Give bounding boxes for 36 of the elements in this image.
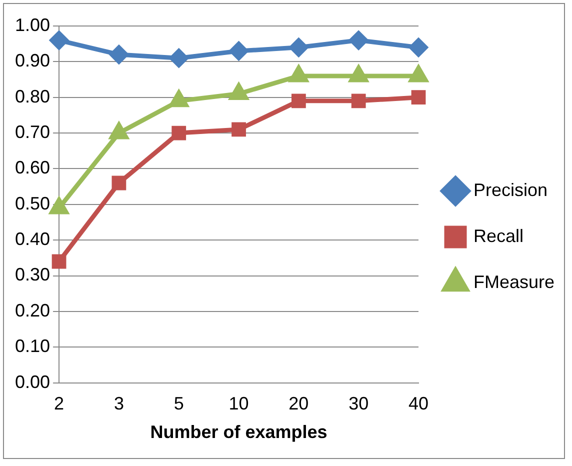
point (409, 38, 428, 57)
x-tick-label: 30 (348, 394, 369, 414)
y-tick-label: 0.10 (14, 336, 50, 356)
x-tick-label: 40 (408, 394, 429, 414)
y-tick-label: 0.30 (14, 264, 50, 285)
x-tick-label: 5 (174, 394, 184, 414)
point (291, 94, 306, 108)
y-tick-label: 0.90 (14, 50, 50, 71)
y-tick-label: 0.70 (14, 122, 50, 142)
y-tick-label: 0.80 (14, 86, 50, 106)
x-tick-label: 3 (114, 394, 124, 414)
y-tick-label: 1.00 (14, 14, 50, 35)
point (50, 31, 68, 50)
point (52, 254, 66, 269)
y-tick-label: 0.00 (14, 372, 50, 392)
point (232, 122, 246, 137)
y-tick-label: 0.60 (14, 158, 50, 178)
y-tick-label: 0.40 (14, 229, 50, 250)
y-tick-label: 0.20 (14, 300, 50, 320)
x-axis-title: Number of examples (150, 422, 328, 442)
point (110, 45, 128, 64)
x-tick-label: 2 (54, 394, 64, 414)
x-tick-label: 10 (228, 394, 249, 414)
point (411, 90, 426, 105)
point (349, 31, 368, 50)
point (351, 94, 366, 108)
legend-label: FMeasure (474, 272, 555, 292)
y-tick-label: 0.50 (14, 193, 50, 214)
point (230, 42, 248, 60)
legend-label: Recall (474, 226, 524, 246)
point (170, 48, 188, 68)
point (289, 38, 308, 57)
x-tick-label: 20 (288, 394, 309, 414)
point (112, 176, 126, 190)
point (172, 126, 186, 140)
legend-label: Precision (474, 180, 548, 200)
